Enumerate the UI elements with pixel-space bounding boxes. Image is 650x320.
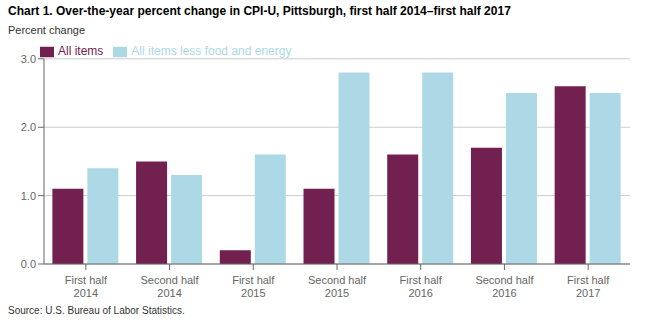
- svg-text:Second half2015: Second half2015: [308, 274, 367, 298]
- svg-text:3.0: 3.0: [21, 53, 36, 65]
- html-text:Percent change: Percent change: [8, 24, 86, 36]
- html-text:Chart 1. Over-the-year percent: Chart 1. Over-the-year percent change in…: [8, 4, 511, 18]
- svg-text:Second half2016: Second half2016: [475, 274, 534, 298]
- svg-text:First half2017: First half2017: [567, 274, 610, 298]
- html-text:Source: U.S. Bureau of Labor S: Source: U.S. Bureau of Labor Statistics.: [8, 305, 185, 316]
- svg-text:First half2016: First half2016: [400, 274, 443, 298]
- svg-text:1.0: 1.0: [21, 190, 36, 202]
- svg-text:First half2014: First half2014: [65, 274, 108, 298]
- svg-text:Second half2014: Second half2014: [141, 274, 200, 298]
- svg-text:2.0: 2.0: [21, 121, 36, 133]
- svg-text:First half2015: First half2015: [232, 274, 275, 298]
- svg-text:0.0: 0.0: [21, 258, 36, 270]
- html-text:All items: All items: [58, 44, 104, 58]
- html-text:All items less food and energy: All items less food and energy: [131, 44, 292, 58]
